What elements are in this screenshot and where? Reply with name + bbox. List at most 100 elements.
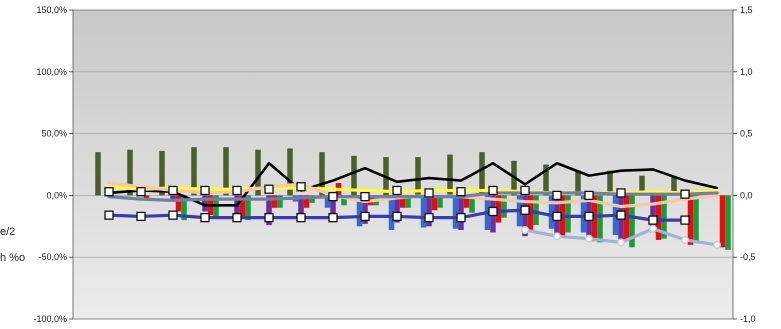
bar <box>394 195 400 223</box>
bar <box>175 195 182 212</box>
bar <box>426 195 432 227</box>
bar <box>191 147 197 196</box>
left-tick-label: 50,0% <box>41 129 67 139</box>
bar <box>351 155 357 196</box>
point-marker <box>424 212 434 223</box>
bar <box>223 147 229 196</box>
bar <box>597 195 603 243</box>
point-marker <box>584 190 594 201</box>
bar <box>463 195 470 208</box>
point-marker <box>392 185 402 196</box>
bar <box>309 195 315 203</box>
bar <box>655 195 662 240</box>
point-marker <box>585 234 594 243</box>
point-marker <box>296 212 306 223</box>
bar <box>639 175 645 196</box>
bar <box>447 154 453 196</box>
bar <box>575 170 581 196</box>
bar <box>687 195 694 245</box>
bar <box>271 195 278 208</box>
bar <box>356 195 363 227</box>
bar <box>266 195 272 226</box>
left-tick-label: 150,0% <box>36 5 67 15</box>
bar <box>437 195 443 208</box>
line-series <box>104 161 722 249</box>
series-line <box>107 161 719 207</box>
point-marker <box>681 235 690 244</box>
bar <box>420 195 427 228</box>
edge-label-1: e/2 <box>0 226 15 238</box>
point-marker <box>200 212 210 223</box>
point-marker <box>328 191 338 202</box>
bar <box>245 195 251 221</box>
point-marker <box>649 224 658 233</box>
bar <box>452 195 459 229</box>
bar <box>319 152 325 196</box>
bar <box>501 195 507 218</box>
bar <box>693 195 699 243</box>
point-marker <box>488 185 498 196</box>
bar <box>298 195 304 222</box>
point-marker <box>488 206 498 217</box>
right-tick-label: 1,5 <box>740 5 753 15</box>
bar <box>431 195 438 211</box>
bar <box>239 195 246 217</box>
point-marker <box>456 212 466 223</box>
point-marker <box>360 211 370 222</box>
left-tick-label: 100,0% <box>36 67 67 77</box>
bar <box>324 195 331 208</box>
left-tick-label: -50,0% <box>38 252 67 262</box>
bar <box>522 195 528 237</box>
series-line <box>107 191 719 202</box>
bar <box>277 195 283 208</box>
plot-area <box>72 9 734 320</box>
bar <box>548 195 555 229</box>
bar <box>303 195 310 208</box>
point-marker <box>296 182 306 192</box>
right-tick-label: 0,5 <box>740 129 753 139</box>
right-tick-label: -0,5 <box>740 252 756 262</box>
bar <box>543 164 549 196</box>
point-marker <box>424 188 434 198</box>
bar <box>469 195 475 213</box>
bar <box>362 195 368 224</box>
point-marker <box>521 226 530 235</box>
bar <box>388 195 395 231</box>
bar <box>127 149 133 196</box>
bar <box>527 195 534 233</box>
point-marker <box>136 187 146 197</box>
point-marker <box>520 205 530 215</box>
point-marker <box>617 238 626 247</box>
bar <box>607 170 613 196</box>
edge-label-2: h %o <box>0 252 25 264</box>
point-marker <box>616 188 626 198</box>
point-marker <box>104 187 114 197</box>
bar <box>479 152 485 196</box>
bar <box>159 150 165 196</box>
point-marker <box>553 232 562 241</box>
point-marker <box>616 210 626 220</box>
left-tick-label: -100,0% <box>33 314 67 324</box>
point-marker <box>168 185 178 196</box>
bar <box>623 195 630 240</box>
bar <box>650 195 656 233</box>
right-tick-label: 1,0 <box>740 67 753 77</box>
right-tick-label: 0,0 <box>740 190 753 200</box>
bar <box>725 195 731 250</box>
bar <box>533 195 539 226</box>
point-marker <box>520 185 530 196</box>
point-marker <box>136 211 146 222</box>
point-marker <box>200 185 210 196</box>
bar <box>405 195 411 208</box>
bar <box>170 195 176 202</box>
left-tick-label: 0,0% <box>46 190 67 200</box>
bar <box>495 195 502 223</box>
bar <box>719 195 726 248</box>
point-marker <box>648 215 658 225</box>
point-marker <box>713 240 722 249</box>
point-marker <box>552 211 562 222</box>
point-marker <box>456 187 466 197</box>
bar <box>580 195 587 233</box>
point-marker <box>584 211 594 222</box>
right-axis: 1,5 1,0 0,5 0,0 -0,5 -1,0 <box>733 5 756 324</box>
